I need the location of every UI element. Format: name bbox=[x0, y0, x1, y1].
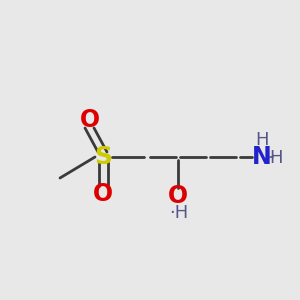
Text: H: H bbox=[269, 149, 283, 167]
Text: O: O bbox=[168, 184, 188, 208]
Text: S: S bbox=[94, 145, 112, 169]
Text: N: N bbox=[252, 145, 272, 169]
Text: O: O bbox=[80, 108, 100, 132]
Text: O: O bbox=[93, 182, 113, 206]
Text: ·H: ·H bbox=[169, 204, 189, 222]
Text: H: H bbox=[255, 131, 269, 149]
